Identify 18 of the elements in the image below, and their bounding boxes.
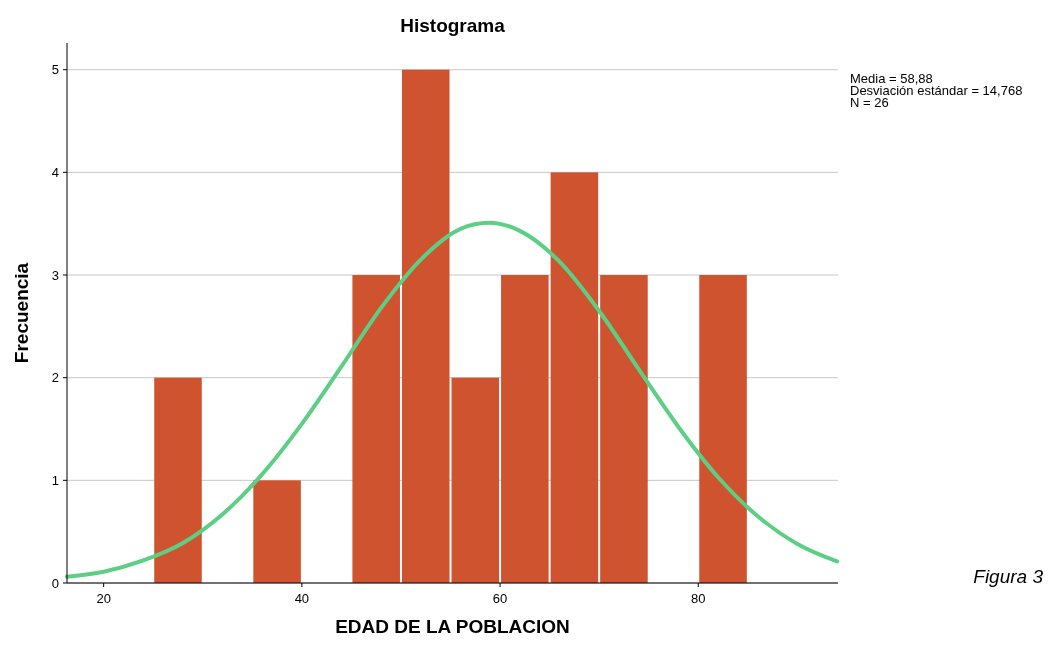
x-tick-label: 40 [294,591,310,606]
x-tick-label: 20 [96,591,111,606]
y-tick-label: 2 [51,370,59,386]
line-series [65,220,840,579]
text: N = 26 [850,95,889,110]
text: Desviación estándar = 14,768 [850,83,1023,98]
chart-title: Histograma [400,15,506,36]
text: Media = 58,88 [850,71,933,86]
y-tick-label: 5 [51,62,59,78]
y-axis-title: Frecuencia [11,262,32,364]
x-axis-title: EDAD DE LA POBLACION [335,616,570,637]
y-tick-label: 1 [51,472,59,488]
y-tick-label: 4 [51,164,59,180]
y-tick-label: 0 [51,575,59,591]
x-tick-label: 80 [691,591,706,606]
y-tick-label: 3 [51,267,59,283]
x-tick-label: 60 [492,591,508,606]
text: Figura 3 [973,566,1044,587]
